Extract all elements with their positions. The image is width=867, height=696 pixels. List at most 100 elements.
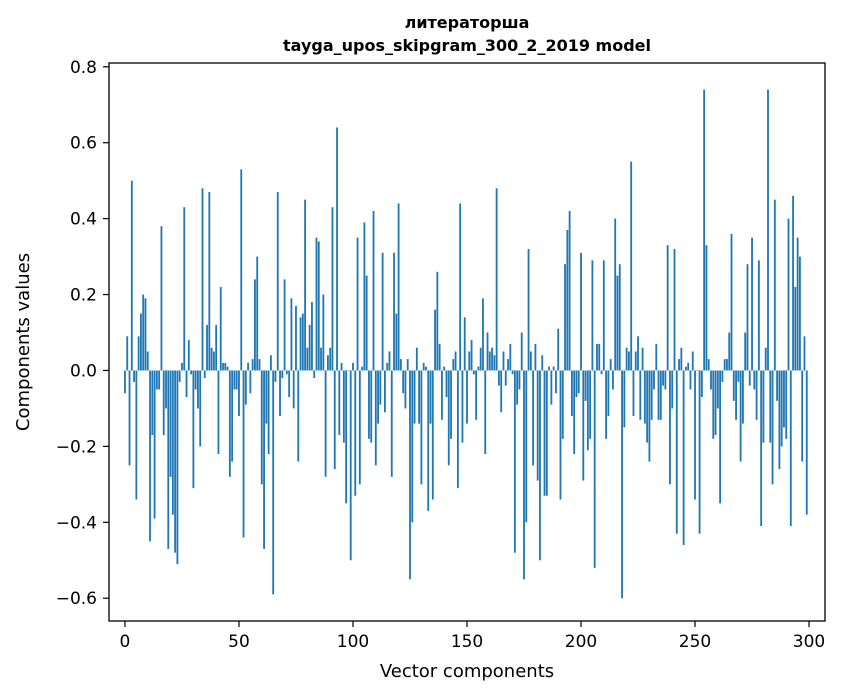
bar-3 (130, 180, 133, 371)
bar-169 (509, 343, 512, 371)
bar-11 (149, 370, 151, 542)
bar-202 (584, 370, 587, 401)
bar-27 (185, 370, 188, 398)
bar-242 (675, 370, 678, 534)
bar-282 (767, 89, 769, 371)
bar-35 (203, 370, 206, 379)
bar-29 (190, 370, 192, 375)
bar-64 (269, 355, 272, 371)
bar-143 (450, 370, 452, 439)
y-tick-label: 0.2 (70, 286, 97, 306)
bar-176 (525, 370, 528, 523)
bar-298 (803, 336, 806, 371)
bar-179 (532, 370, 535, 466)
bar-265 (728, 332, 731, 371)
bar-189 (555, 370, 557, 394)
bar-270 (739, 370, 742, 462)
bar-129 (418, 370, 421, 424)
bar-273 (746, 264, 749, 371)
bar-164 (498, 370, 500, 386)
bar-18 (165, 370, 167, 409)
bar-100 (352, 362, 354, 371)
bar-57 (254, 279, 256, 371)
bar-50 (238, 370, 240, 417)
bar-279 (760, 370, 763, 527)
bar-142 (447, 370, 450, 466)
bar-260 (716, 370, 719, 409)
bar-94 (338, 370, 341, 435)
bar-70 (283, 279, 286, 371)
bar-72 (288, 370, 291, 398)
bar-167 (504, 370, 507, 386)
bar-299 (805, 370, 808, 515)
bar-98 (347, 370, 350, 372)
y-tick-label: −0.6 (56, 589, 97, 609)
bar-134 (429, 370, 432, 424)
bar-16 (160, 226, 163, 371)
bar-33 (199, 370, 202, 447)
bar-97 (345, 370, 348, 504)
bar-126 (411, 370, 414, 523)
bar-107 (368, 370, 370, 439)
bar-19 (167, 370, 170, 549)
bar-256 (707, 359, 710, 371)
bar-205 (591, 260, 594, 371)
bar-204 (589, 370, 592, 439)
bar-178 (529, 351, 532, 371)
bar-141 (445, 370, 448, 398)
bar-128 (415, 347, 418, 371)
bar-122 (402, 370, 405, 394)
bar-58 (256, 256, 259, 371)
bar-112 (379, 370, 382, 405)
bar-66 (274, 370, 277, 382)
bar-44 (224, 362, 227, 371)
bar-182 (539, 370, 541, 561)
bar-171 (513, 370, 516, 553)
bar-30 (192, 370, 195, 489)
bar-20 (169, 370, 172, 477)
bar-99 (349, 370, 352, 561)
bar-151 (468, 351, 471, 371)
bar-159 (486, 332, 489, 371)
bar-230 (648, 370, 651, 462)
bar-148 (461, 370, 464, 443)
bar-152 (470, 340, 473, 371)
bar-92 (333, 370, 336, 470)
bar-53 (244, 370, 247, 405)
bar-289 (783, 370, 785, 428)
chart-title: литераторша (405, 13, 530, 32)
bar-121 (399, 359, 402, 371)
bar-223 (632, 370, 635, 417)
bar-209 (600, 370, 603, 375)
bar-25 (181, 362, 183, 371)
bar-137 (436, 271, 439, 371)
bar-258 (712, 370, 715, 439)
bar-234 (657, 370, 660, 420)
bar-281 (764, 347, 767, 371)
bar-250 (694, 370, 696, 500)
bar-86 (320, 347, 322, 371)
bar-22 (174, 370, 177, 553)
x-tick-label: 250 (679, 632, 711, 652)
bar-208 (598, 343, 601, 371)
bar-61 (263, 370, 265, 549)
bar-63 (267, 370, 270, 454)
bar-37 (208, 192, 211, 371)
x-tick-label: 100 (337, 632, 369, 652)
bar-55 (249, 370, 252, 394)
bar-218 (621, 370, 623, 599)
bar-297 (801, 370, 804, 462)
bar-165 (500, 370, 503, 413)
bar-123 (404, 370, 407, 409)
bar-295 (796, 237, 799, 371)
bar-40 (215, 324, 218, 371)
bar-294 (794, 286, 797, 371)
y-tick-label: 0.6 (70, 134, 97, 154)
bar-238 (666, 245, 669, 371)
bar-233 (655, 343, 658, 371)
y-tick-label: 0.4 (70, 210, 97, 230)
bar-235 (659, 370, 662, 420)
bar-88 (324, 370, 327, 477)
bar-191 (559, 370, 562, 500)
bar-195 (568, 211, 571, 371)
